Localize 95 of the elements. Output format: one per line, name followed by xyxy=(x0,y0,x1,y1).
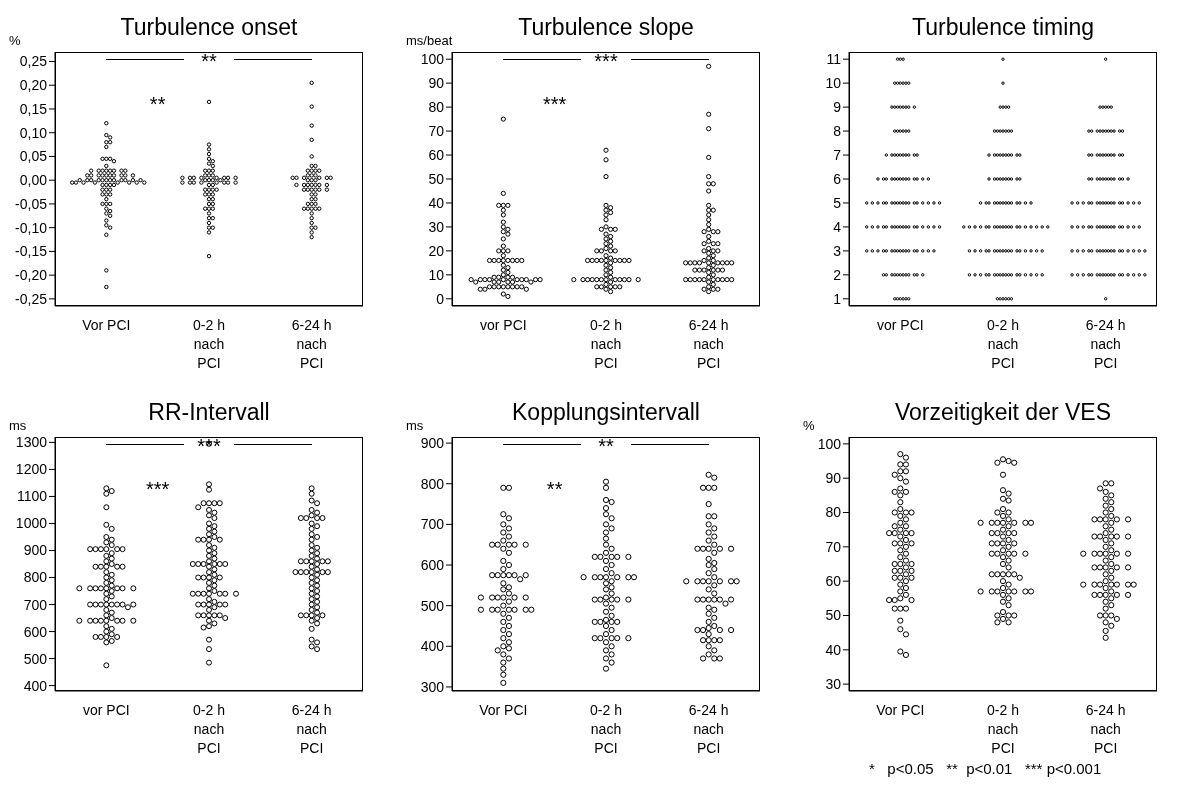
x-tick-label: Vor PCI xyxy=(82,317,131,333)
y-tick-label: 6 xyxy=(833,170,842,187)
y-tick-label: -0,15 xyxy=(15,243,48,260)
y-tick-label: 50 xyxy=(825,607,842,624)
y-tick-label: 0,00 xyxy=(19,172,48,189)
y-tick-label: 10 xyxy=(428,266,445,283)
chart-title: Turbulence timing xyxy=(911,14,1095,40)
y-tick-label: 700 xyxy=(23,596,48,613)
x-tick-label: 0-2 h nach PCI xyxy=(590,317,622,371)
chart-title: Turbulence slope xyxy=(518,14,694,40)
x-tick-label: 6-24 h nach PCI xyxy=(1085,317,1126,371)
y-tick-label: -0,20 xyxy=(15,267,48,284)
y-tick-label: 0,15 xyxy=(19,100,48,117)
y-tick-label: 40 xyxy=(428,194,445,211)
y-tick-label: 300 xyxy=(420,678,445,695)
y-tick-label: 1000 xyxy=(15,515,48,532)
y-tick-label: 800 xyxy=(23,569,48,586)
y-tick-label: 0,20 xyxy=(19,77,48,94)
y-tick-label: 7 xyxy=(833,147,842,164)
y-tick-label: 40 xyxy=(825,641,842,658)
y-tick-label: 50 xyxy=(428,170,445,187)
y-tick-label: 3 xyxy=(833,242,842,259)
y-tick-label: 5 xyxy=(833,194,842,211)
annotation: *** xyxy=(541,92,568,115)
y-tick-label: -0,25 xyxy=(15,290,48,307)
y-axis-title: ms xyxy=(406,418,424,433)
annotation: *** xyxy=(593,50,619,72)
y-tick-label: 1300 xyxy=(15,434,48,451)
y-tick-label: 1 xyxy=(833,290,842,307)
y-tick-label: 2 xyxy=(833,266,842,283)
y-tick-label: 60 xyxy=(428,147,445,164)
y-axis-title: ms xyxy=(9,418,27,433)
y-tick-label: 900 xyxy=(23,542,48,559)
annotation: ** xyxy=(597,435,615,457)
y-tick-label: 0,25 xyxy=(19,53,48,70)
x-tick-label: Vor PCI xyxy=(876,702,925,718)
x-tick-label: 6-24 h nach PCI xyxy=(291,702,332,756)
chart-title: Turbulence onset xyxy=(120,14,298,40)
y-tick-label: 1200 xyxy=(15,461,48,478)
y-tick-label: 0,10 xyxy=(19,124,48,141)
x-tick-label: Vor PCI xyxy=(479,702,528,718)
y-tick-label: 90 xyxy=(825,470,842,487)
y-tick-label: 60 xyxy=(825,573,842,590)
x-tick-label: 0-2 h nach PCI xyxy=(987,317,1019,371)
y-tick-label: 600 xyxy=(420,556,445,573)
x-tick-label: 6-24 h nach PCI xyxy=(1085,702,1126,756)
y-tick-label: 100 xyxy=(817,435,842,452)
x-tick-label: 0-2 h nach PCI xyxy=(987,702,1019,756)
y-tick-label: 4 xyxy=(833,218,842,235)
y-tick-label: 30 xyxy=(825,676,842,693)
y-tick-label: 400 xyxy=(420,638,445,655)
y-tick-label: 80 xyxy=(825,504,842,521)
y-tick-label: 0 xyxy=(436,290,445,307)
y-tick-label: 0,05 xyxy=(19,148,48,165)
text: * p<0.05 ** p<0.01 *** p<0.001 xyxy=(869,760,1102,777)
y-tick-label: 1100 xyxy=(16,488,48,505)
y-tick-label: 600 xyxy=(23,623,48,640)
y-tick-label: -0,10 xyxy=(15,219,48,236)
x-tick-label: 0-2 h nach PCI xyxy=(590,702,622,756)
y-tick-label: 500 xyxy=(23,650,48,667)
x-tick-label: vor PCI xyxy=(82,702,130,718)
x-tick-label: 6-24 h nach PCI xyxy=(688,317,729,371)
y-tick-label: 10 xyxy=(825,75,842,92)
y-tick-label: 11 xyxy=(826,51,842,68)
x-tick-label: vor PCI xyxy=(876,317,924,333)
chart-title: Vorzeitigkeit der VES xyxy=(894,399,1112,425)
y-tick-label: 30 xyxy=(428,218,445,235)
y-tick-label: 700 xyxy=(420,516,445,533)
y-tick-label: 8 xyxy=(833,123,842,140)
annotation: ** xyxy=(148,92,167,115)
y-tick-label: 9 xyxy=(833,99,842,116)
y-axis-title: ms/beat xyxy=(406,33,453,48)
x-tick-label: 0-2 h nach PCI xyxy=(193,317,225,371)
y-tick-label: 90 xyxy=(428,75,445,92)
y-tick-label: 500 xyxy=(420,597,445,614)
chart-title: Kopplungsintervall xyxy=(512,399,700,425)
y-tick-label: -0,05 xyxy=(15,195,48,212)
annotation: ** xyxy=(200,50,218,72)
x-tick-label: 6-24 h nach PCI xyxy=(688,702,729,756)
y-tick-label: 80 xyxy=(428,99,445,116)
x-tick-label: 6-24 h nach PCI xyxy=(291,317,332,371)
y-tick-label: 70 xyxy=(428,123,445,140)
x-tick-label: 0-2 h nach PCI xyxy=(193,702,225,756)
y-tick-label: 20 xyxy=(428,242,445,259)
y-axis-title: % xyxy=(803,418,815,433)
y-tick-label: 900 xyxy=(420,435,445,452)
annotation: *** xyxy=(144,477,171,500)
y-tick-label: 400 xyxy=(23,677,48,694)
x-tick-label: vor PCI xyxy=(479,317,527,333)
annotation: ** xyxy=(545,477,564,500)
chart-title: RR-Intervall xyxy=(148,399,270,425)
y-axis-title: % xyxy=(9,33,21,48)
y-tick-label: 70 xyxy=(825,538,842,555)
y-tick-label: 800 xyxy=(420,475,445,492)
y-tick-label: 100 xyxy=(420,51,445,68)
